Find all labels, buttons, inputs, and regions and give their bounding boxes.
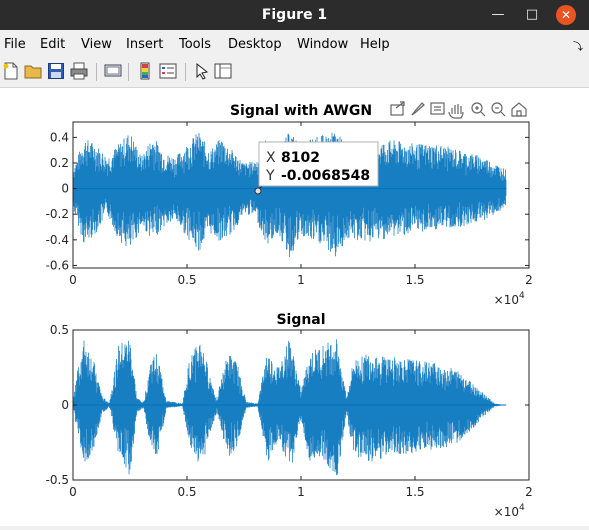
y-tick-label: 0.2 xyxy=(50,156,69,170)
menu-bar: File Edit View Insert Tools Desktop Wind… xyxy=(0,30,589,57)
datatip-x-value: 8102 xyxy=(281,150,320,166)
zoom-out-icon[interactable] xyxy=(491,102,506,117)
zoom-in-icon[interactable] xyxy=(471,102,486,117)
print-icon[interactable] xyxy=(70,62,88,80)
menu-file[interactable]: File xyxy=(4,37,26,52)
figure-toolbar xyxy=(0,57,589,88)
y-tick-label: 0.4 xyxy=(50,130,69,144)
menu-edit[interactable]: Edit xyxy=(40,37,66,52)
y-tick-label: 0.5 xyxy=(50,323,69,337)
colorbar-icon[interactable] xyxy=(136,62,154,80)
menu-view[interactable]: View xyxy=(81,37,112,52)
x-tick-label: 2 xyxy=(525,273,533,287)
x-tick-label: 1.5 xyxy=(405,485,424,499)
datatip-y-value: -0.0068548 xyxy=(281,168,370,184)
export-icon[interactable] xyxy=(390,101,405,116)
datatip-y-label: Y xyxy=(265,168,275,184)
y-tick-label: 0 xyxy=(61,398,69,412)
toolbar-separator xyxy=(96,63,97,81)
y-tick-label: -0.6 xyxy=(46,258,69,272)
x-exponent-power: 4 xyxy=(519,503,525,513)
x-tick-label: 0 xyxy=(69,273,77,287)
x-tick-label: 2 xyxy=(525,485,533,499)
x-tick-label: 1 xyxy=(297,273,305,287)
menu-help[interactable]: Help xyxy=(360,37,390,52)
brush-icon[interactable] xyxy=(411,102,425,116)
save-icon[interactable] xyxy=(47,62,65,80)
window-title: Figure 1 xyxy=(261,7,328,23)
minimize-button[interactable]: — xyxy=(491,7,505,22)
datatip-icon[interactable] xyxy=(430,102,445,115)
y-tick-label: 0 xyxy=(61,182,69,196)
y-tick-label: -0.5 xyxy=(46,473,69,487)
maximize-button[interactable]: □ xyxy=(525,7,539,22)
datatip-box[interactable] xyxy=(258,141,379,187)
property-inspector-icon[interactable] xyxy=(214,62,232,80)
new-figure-icon[interactable] xyxy=(2,62,20,80)
x-tick-label: 0.5 xyxy=(177,273,196,287)
link-plot-icon[interactable] xyxy=(104,62,122,80)
x-exponent-label: ×10 xyxy=(494,505,519,519)
menu-tools[interactable]: Tools xyxy=(179,37,212,52)
x-tick-label: 1.5 xyxy=(405,273,424,287)
signal-series xyxy=(72,339,507,476)
menu-overflow-icon[interactable]: ⤵ xyxy=(573,42,583,53)
y-tick-label: -0.4 xyxy=(46,233,69,247)
pan-icon[interactable] xyxy=(448,104,464,119)
x-exponent-label: ×10 xyxy=(494,293,519,307)
toolbar-separator xyxy=(128,63,129,81)
datatip-marker[interactable] xyxy=(254,187,262,195)
legend-icon[interactable] xyxy=(159,62,177,80)
chart-title: Signal with AWGN xyxy=(230,103,372,119)
open-file-icon[interactable] xyxy=(24,62,42,80)
datatip: X 8102 Y -0.0068548 xyxy=(254,141,379,195)
select-cursor-icon[interactable] xyxy=(193,62,211,80)
menu-insert[interactable]: Insert xyxy=(126,37,164,52)
toolbar-separator xyxy=(185,63,186,81)
axes-signal-with-awgn: Signal with AWGN 0 0.5 1 1.5 2 ×10 4 0.4 0.2 0 -0.2… xyxy=(46,103,533,307)
menu-window[interactable]: Window xyxy=(297,37,349,52)
close-button[interactable]: ✕ xyxy=(556,5,576,25)
x-exponent-power: 4 xyxy=(519,291,525,301)
datatip-x-label: X xyxy=(266,150,276,166)
home-icon[interactable] xyxy=(511,102,527,117)
window-titlebar: Figure 1 — □ ✕ xyxy=(0,0,589,30)
x-tick-label: 0.5 xyxy=(177,485,196,499)
figure-canvas: Signal with AWGN 0 0.5 1 1.5 2 ×10 4 0.4 0.2 0 -0.2… xyxy=(0,88,589,526)
x-tick-label: 1 xyxy=(297,485,305,499)
x-tick-label: 0 xyxy=(69,485,77,499)
y-tick-label: -0.2 xyxy=(46,207,69,221)
chart-title: Signal xyxy=(276,312,325,328)
axes-toolbar xyxy=(390,101,527,119)
menu-desktop[interactable]: Desktop xyxy=(228,37,282,52)
